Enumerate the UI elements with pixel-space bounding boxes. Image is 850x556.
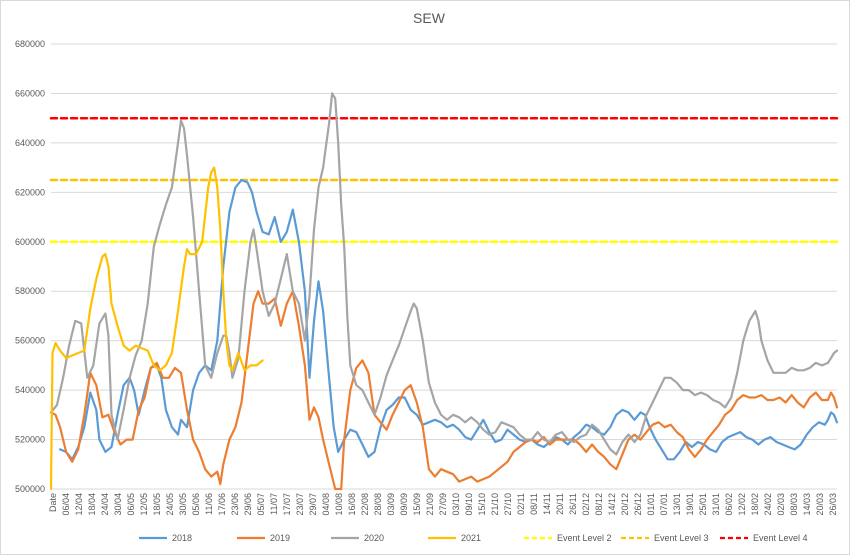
x-tick-label: 09/09 — [399, 493, 409, 516]
x-tick-label: 30/05 — [178, 493, 188, 516]
x-tick-label: 11/06 — [204, 493, 214, 515]
y-tick-label: 660000 — [15, 88, 45, 98]
series-line-2020 — [49, 92, 839, 456]
x-tick-label: 15/10 — [477, 493, 487, 516]
chart-title: SEW — [413, 10, 446, 26]
x-tick-label: 11/07 — [269, 493, 279, 515]
y-tick-label: 620000 — [15, 187, 45, 197]
x-tick-label: 13/01 — [672, 493, 682, 516]
y-tick-label: 520000 — [15, 435, 45, 445]
legend-label: 2019 — [270, 533, 290, 543]
x-tick-label: 12/04 — [74, 493, 84, 516]
x-tick-label: 08/03 — [789, 493, 799, 516]
legend-label: 2021 — [461, 533, 481, 543]
x-tick-label: 03/10 — [451, 493, 461, 516]
x-tick-label: 06/02 — [724, 493, 734, 516]
series-line-2021 — [49, 166, 264, 491]
x-tick-label: 08/11 — [529, 493, 539, 515]
series-line-2019 — [49, 290, 839, 491]
x-tick-label: 21/09 — [425, 493, 435, 516]
legend-label: 2018 — [172, 533, 192, 543]
x-tick-label: 05/06 — [191, 493, 201, 516]
x-tick-label: 02/12 — [581, 493, 591, 516]
y-tick-label: 580000 — [15, 286, 45, 296]
x-tick-label: 17/06 — [217, 493, 227, 516]
x-tick-label: 24/04 — [100, 493, 110, 516]
y-tick-label: 540000 — [15, 385, 45, 395]
x-tick-label: 18/02 — [750, 493, 760, 516]
x-tick-label: 27/09 — [438, 493, 448, 516]
x-tick-label: 14/11 — [542, 493, 552, 515]
x-tick-label: 29/06 — [243, 493, 253, 516]
x-tick-label: 31/01 — [711, 493, 721, 516]
x-tick-label: 10/08 — [334, 493, 344, 516]
x-tick-label: 09/10 — [464, 493, 474, 516]
x-tick-label: 20/03 — [815, 493, 825, 516]
x-tick-label: 04/08 — [321, 493, 331, 516]
x-tick-label: 14/03 — [802, 493, 812, 516]
x-tick-label: 08/12 — [594, 493, 604, 516]
x-tick-label: 25/01 — [698, 493, 708, 516]
legend-label: Event Level 2 — [557, 533, 612, 543]
x-tick-label: 17/07 — [282, 493, 292, 516]
x-tick-label: 03/09 — [386, 493, 396, 516]
x-tick-label: 26/12 — [633, 493, 643, 516]
x-tick-label: 15/09 — [412, 493, 422, 516]
y-tick-label: 600000 — [15, 237, 45, 247]
x-tick-label: 12/05 — [139, 493, 149, 516]
y-tick-label: 500000 — [15, 484, 45, 494]
x-tick-label: 23/07 — [295, 493, 305, 516]
x-tick-label: 28/08 — [373, 493, 383, 516]
x-tick-label: 29/07 — [308, 493, 318, 516]
x-tick-label: 02/03 — [776, 493, 786, 516]
legend-label: Event Level 4 — [753, 533, 808, 543]
y-tick-label: 560000 — [15, 336, 45, 346]
x-tick-label: 14/12 — [607, 493, 617, 516]
x-tick-label: 06/04 — [61, 493, 71, 516]
x-tick-label: 18/05 — [152, 493, 162, 516]
x-tick-label: 30/04 — [113, 493, 123, 516]
x-tick-label: 18/04 — [87, 493, 97, 516]
x-tick-label: 20/11 — [555, 493, 565, 515]
legend-label: Event Level 3 — [654, 533, 709, 543]
x-tick-label: 26/03 — [828, 493, 838, 516]
x-tick-label: 05/07 — [256, 493, 266, 516]
series-line-2018 — [59, 178, 839, 461]
x-tick-label: 02/11 — [516, 493, 526, 515]
x-tick-label: 27/10 — [503, 493, 513, 516]
x-tick-label: 01/01 — [646, 493, 656, 516]
x-tick-label: 23/06 — [230, 493, 240, 516]
legend-label: 2020 — [364, 533, 384, 543]
y-tick-label: 680000 — [15, 39, 45, 49]
x-tick-label: 20/12 — [620, 493, 630, 516]
x-tick-label: 24/05 — [165, 493, 175, 516]
x-tick-label: 07/01 — [659, 493, 669, 516]
x-tick-label: 16/08 — [347, 493, 357, 516]
x-tick-label: 21/10 — [490, 493, 500, 516]
x-tick-label: 26/11 — [568, 493, 578, 515]
x-tick-label: 19/01 — [685, 493, 695, 516]
x-tick-label: Date — [48, 493, 58, 512]
x-tick-label: 24/02 — [763, 493, 773, 516]
x-tick-label: 06/05 — [126, 493, 136, 516]
y-tick-label: 640000 — [15, 138, 45, 148]
x-tick-label: 22/08 — [360, 493, 370, 516]
x-tick-label: 12/02 — [737, 493, 747, 516]
